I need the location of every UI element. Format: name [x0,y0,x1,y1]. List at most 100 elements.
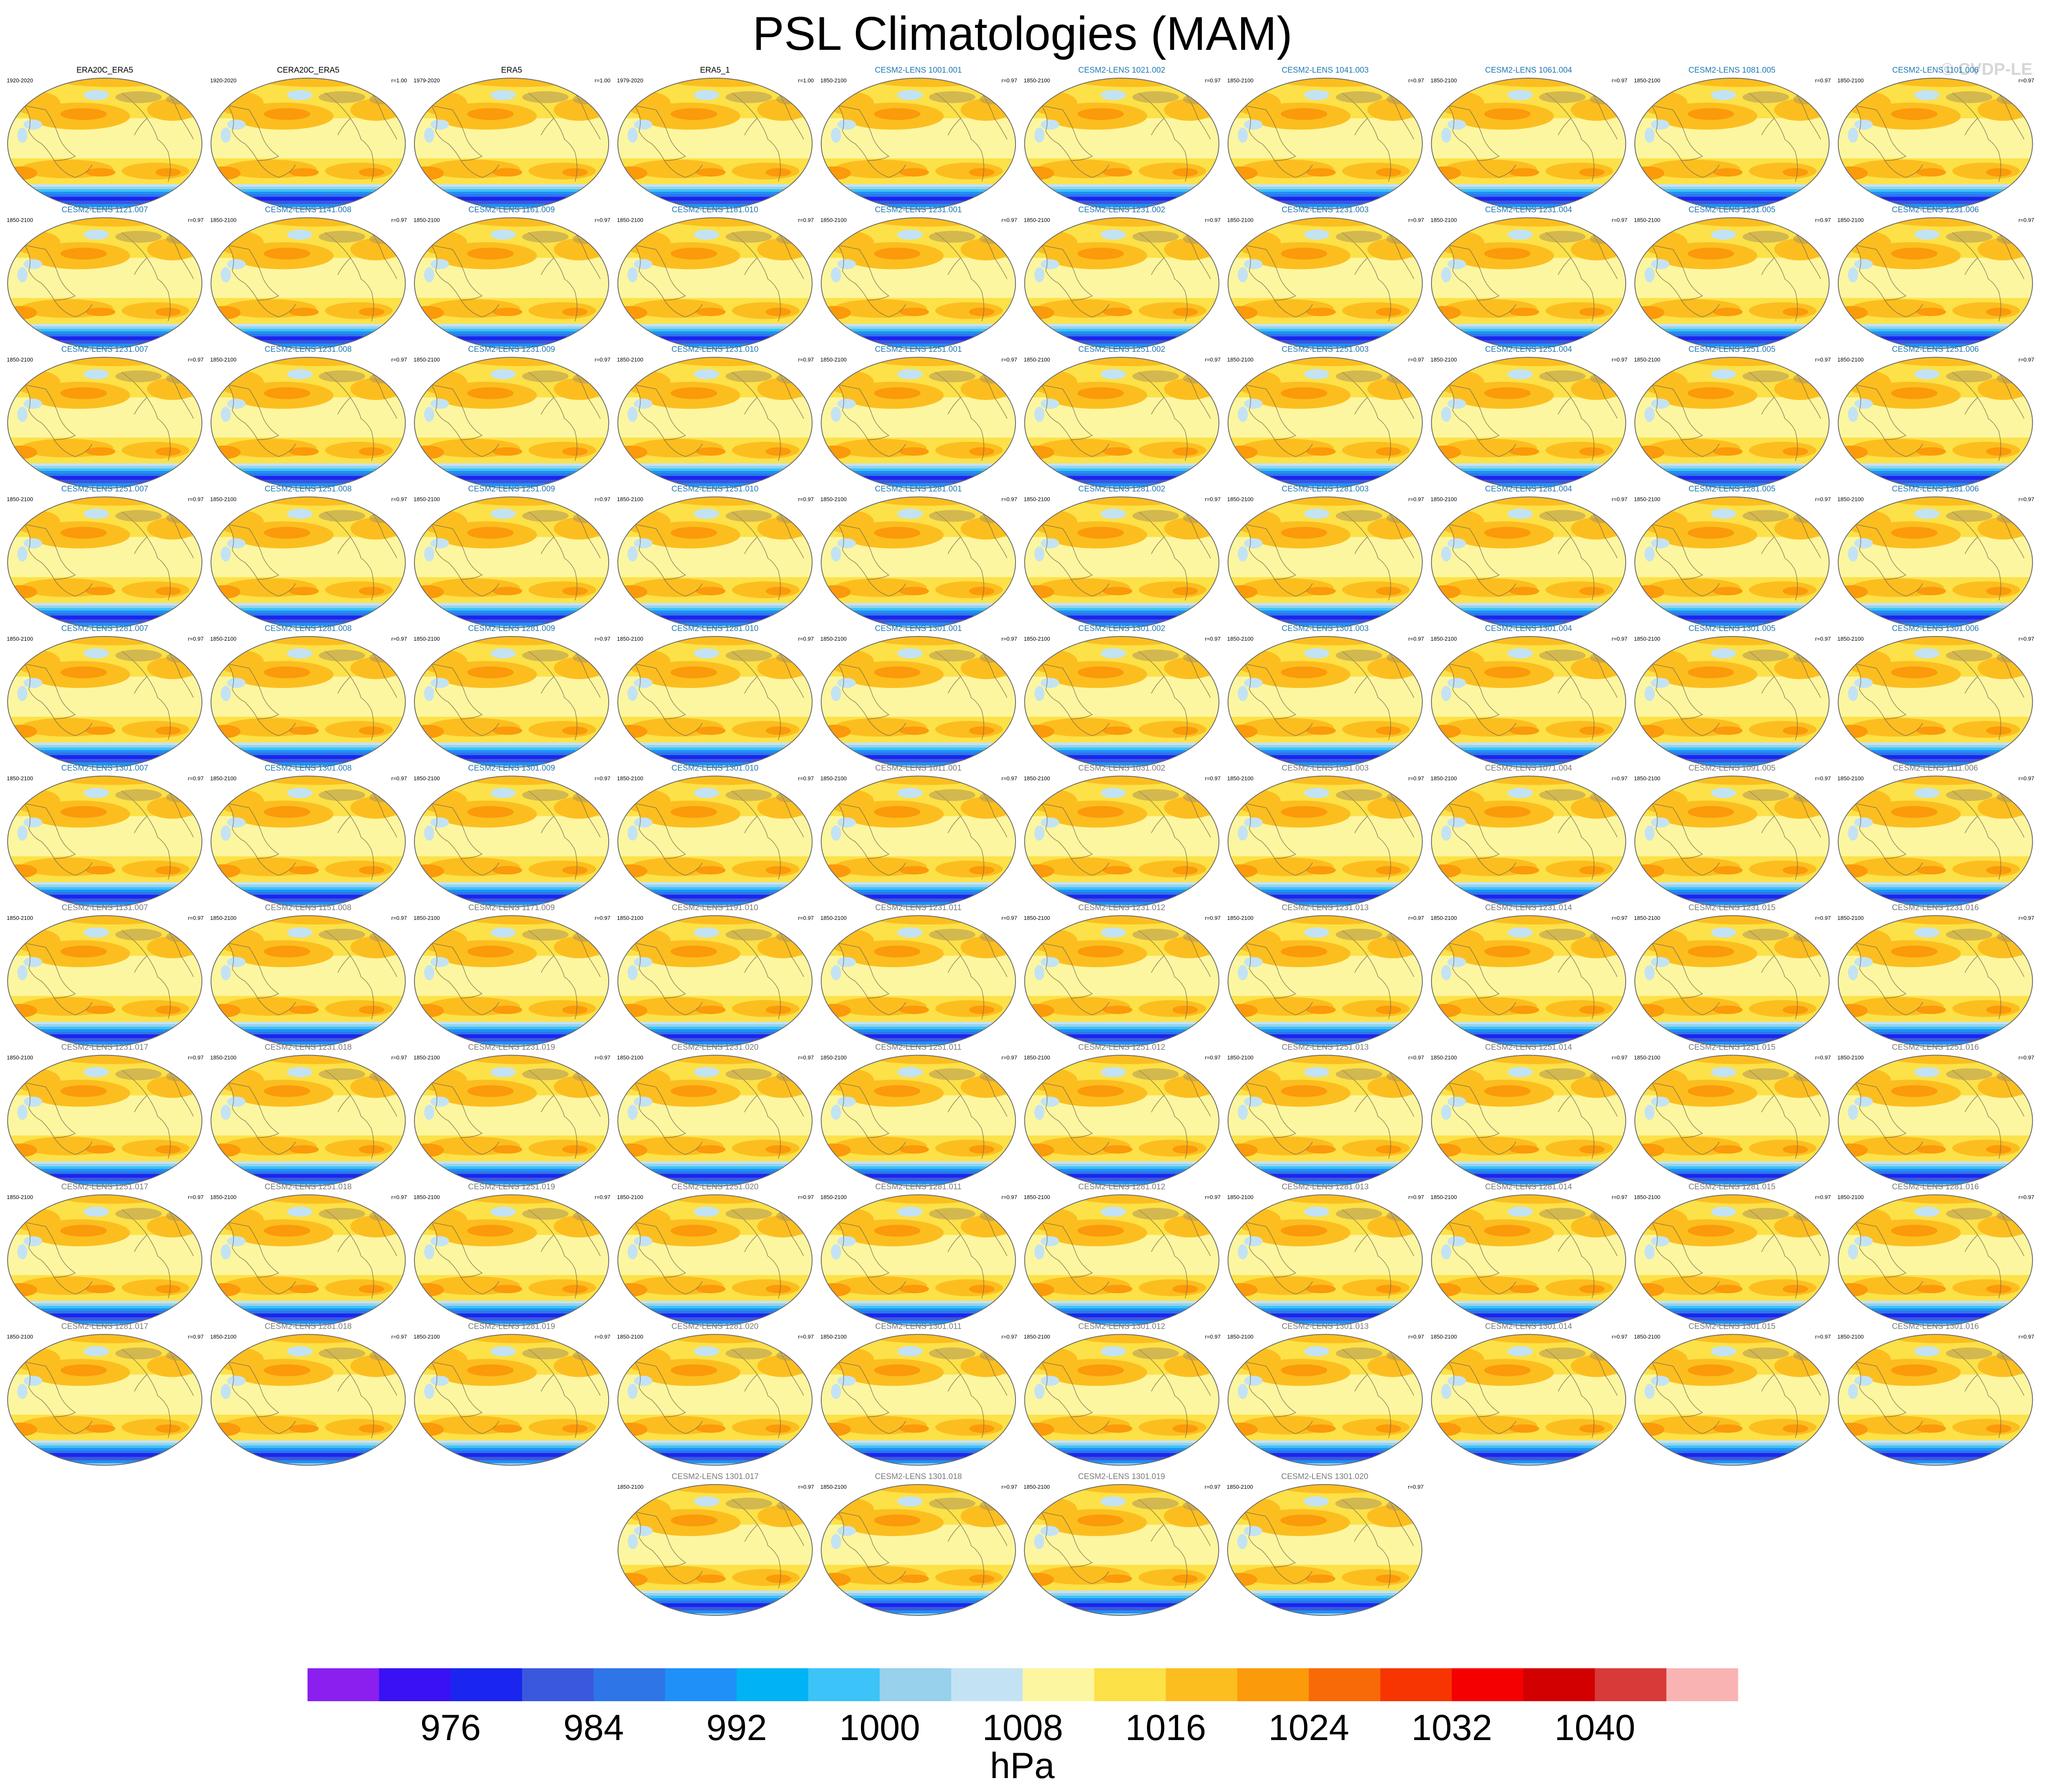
map-panel: CESM2-LENS 1131.007 1850-2100 r=0.97 [7,903,204,1047]
panel-correlation: r=0.97 [1002,356,1017,363]
globe-map [1635,1195,1829,1326]
panel-label: ERA5 [501,66,522,75]
map-panel: CESM2-LENS 1171.009 1850-2100 r=0.97 [414,903,610,1047]
globe-map [821,916,1016,1047]
globe-map [821,1195,1016,1326]
globe-outline [1228,636,1423,768]
colorbar-swatch [1094,1668,1166,1701]
map-panel: CESM2-LENS 1231.003 1850-2100 r=0.97 [1227,206,1424,349]
panel-label: CESM2-LENS 1251.012 [1078,1043,1165,1052]
globe-outline [1024,357,1220,489]
globe-outline [1838,1334,2033,1466]
globe-map [414,497,609,628]
globe-map [8,357,202,488]
panel-correlation: r=0.97 [1002,775,1017,782]
map-panel: CESM2-LENS 1161.009 1850-2100 r=0.97 [414,206,610,349]
panel-correlation: r=0.97 [1612,775,1627,782]
panel-label: CESM2-LENS 1301.007 [61,764,148,773]
panel-label: CESM2-LENS 1231.019 [468,1043,555,1052]
colorbar-tick-label: 976 [420,1708,481,1748]
panel-period: 1850-2100 [1227,1194,1253,1200]
panel-label: CESM2-LENS 1301.018 [875,1472,962,1481]
panel-label: CESM2-LENS 1251.013 [1282,1043,1369,1052]
panel-period: 1850-2100 [617,775,643,782]
globe-map [1024,1485,1219,1615]
panel-correlation: r=0.97 [188,1194,204,1200]
panel-period: 1850-2100 [1634,217,1660,223]
panel-label: CESM2-LENS 1281.003 [1282,485,1369,494]
panel-label: CESM2-LENS 1281.008 [265,624,352,633]
map-panel: CESM2-LENS 1251.009 1850-2100 r=0.97 [414,485,610,628]
globe-outline [617,636,813,768]
map-panel: CESM2-LENS 1051.003 1850-2100 r=0.97 [1227,764,1424,908]
panel-label: CESM2-LENS 1231.011 [875,903,962,912]
globe-outline [821,1055,1016,1187]
panel-period: 1850-2100 [1431,775,1457,782]
map-panel: CESM2-LENS 1251.016 1850-2100 r=0.97 [1838,1043,2034,1187]
panel-correlation: r=0.97 [1002,636,1017,642]
globe-outline [1024,217,1220,349]
panel-period: 1920-2020 [7,77,33,84]
globe-outline [1431,1194,1626,1326]
panel-label: CESM2-LENS 1071.004 [1485,764,1572,773]
globe-map [1635,78,1829,209]
map-panel: CESM2-LENS 1281.020 1850-2100 r=0.97 [617,1322,814,1466]
panel-period: 1850-2100 [617,1055,643,1061]
panel-correlation: r=0.97 [1815,77,1831,84]
panel-label: CESM2-LENS 1011.001 [875,764,962,773]
panel-period: 1850-2100 [7,356,33,363]
panel-period: 1850-2100 [1024,496,1050,503]
globe-outline [7,775,202,908]
panel-label: CESM2-LENS 1231.014 [1485,903,1572,912]
map-panel: CESM2-LENS 1301.013 1850-2100 r=0.97 [1227,1322,1424,1466]
map-panel: CESM2-LENS 1231.006 1850-2100 r=0.97 [1838,206,2034,349]
panel-period: 1850-2100 [1634,1194,1660,1200]
globe-outline [821,496,1016,628]
panel-correlation: r=0.97 [1205,1194,1220,1200]
panel-correlation: r=0.97 [2018,496,2034,503]
panel-correlation: r=1.00 [595,77,610,84]
globe-outline [1431,217,1626,349]
map-panel: CESM2-LENS 1181.010 1850-2100 r=0.97 [617,206,814,349]
map-panel: CESM2-LENS 1231.009 1850-2100 r=0.97 [414,345,610,489]
globe-outline [414,775,609,908]
map-panel: CESM2-LENS 1041.003 1850-2100 r=0.97 [1227,66,1424,209]
panel-label: CESM2-LENS 1301.015 [1688,1322,1775,1331]
map-panel: CESM2-LENS 1301.015 1850-2100 r=0.97 [1634,1322,1831,1466]
panel-period: 1850-2100 [1431,356,1457,363]
panel-label: CESM2-LENS 1281.018 [265,1322,352,1331]
colorbar-tick-label: 984 [563,1708,624,1748]
panel-period: 1850-2100 [1431,1194,1457,1200]
map-panel: CESM2-LENS 1281.001 1850-2100 r=0.97 [820,485,1017,628]
globe-map [1838,1055,2033,1186]
globe-outline [1024,1484,1219,1616]
globe-outline [821,217,1016,349]
globe-map [211,78,406,209]
panel-correlation: r=0.97 [1612,636,1627,642]
panel-label: CESM2-LENS 1281.009 [468,624,555,633]
panel-label: CESM2-LENS 1301.017 [672,1472,759,1481]
panel-label: CESM2-LENS 1281.015 [1688,1183,1775,1191]
panel-correlation: r=0.97 [1815,1334,1831,1340]
panel-correlation: r=0.97 [391,636,407,642]
panel-period: 1850-2100 [414,217,440,223]
panel-label: CESM2-LENS 1101.006 [1892,66,1979,75]
map-panel: CESM2-LENS 1301.007 1850-2100 r=0.97 [7,764,204,908]
panel-period: 1850-2100 [1227,217,1253,223]
panel-correlation: r=0.97 [1408,496,1424,503]
globe-outline [414,636,609,768]
globe-map [414,636,609,767]
panel-period: 1850-2100 [1634,496,1660,503]
globe-map [8,636,202,767]
panel-correlation: r=0.97 [1205,775,1220,782]
globe-outline [1838,636,2033,768]
panel-correlation: r=0.97 [1002,496,1017,503]
globe-map [8,1195,202,1326]
panel-label: CESM2-LENS 1301.013 [1282,1322,1369,1331]
panel-label: CESM2-LENS 1041.003 [1282,66,1369,75]
globe-outline [617,1334,813,1466]
panel-label: CESM2-LENS 1191.010 [672,903,758,912]
globe-outline [7,78,202,209]
map-panel: CESM2-LENS 1281.015 1850-2100 r=0.97 [1634,1183,1831,1326]
panel-period: 1850-2100 [1838,915,1864,921]
